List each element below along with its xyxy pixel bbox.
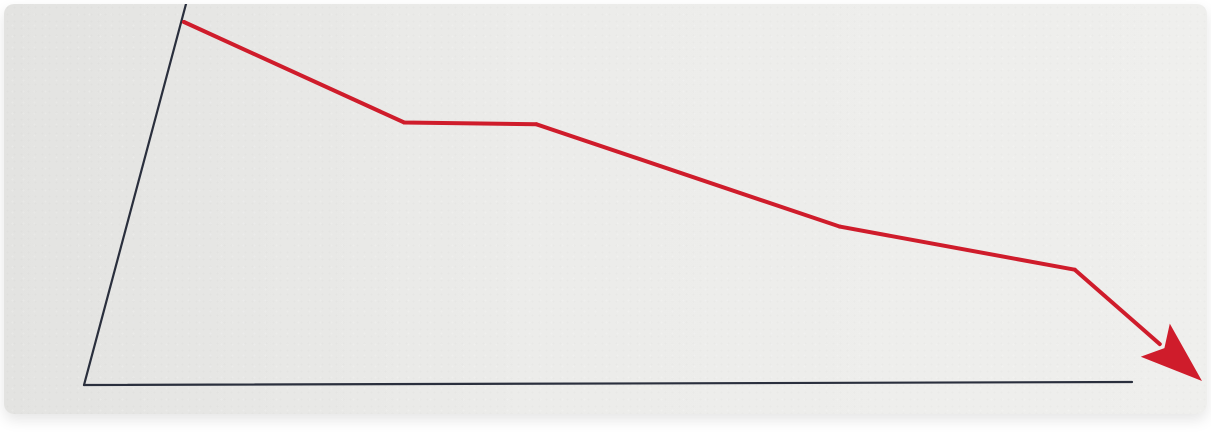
data-point-4	[1072, 267, 1077, 272]
line-chart	[82, 4, 1202, 387]
y-axis-line	[82, 4, 188, 387]
data-point-0	[182, 20, 186, 24]
data-point-2	[534, 122, 539, 127]
arrow-head	[1140, 323, 1202, 381]
data-point-3	[837, 224, 842, 229]
series-line	[182, 20, 1162, 347]
data-point-1	[402, 120, 407, 125]
chart-card	[4, 4, 1207, 414]
x-axis-line	[82, 380, 1134, 387]
series	[182, 20, 1202, 381]
axes	[82, 4, 1134, 387]
